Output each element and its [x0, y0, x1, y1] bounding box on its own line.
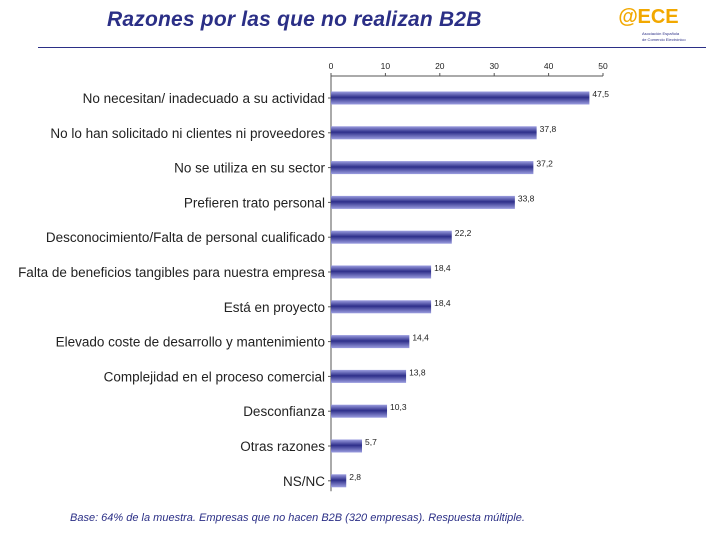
bar	[331, 300, 432, 314]
footnote: Base: 64% de la muestra. Empresas que no…	[70, 512, 525, 524]
category-label: Complejidad en el proceso comercial	[104, 369, 325, 384]
bar	[331, 369, 407, 383]
category-label: No necesitan/ inadecuado a su actividad	[83, 91, 325, 106]
bar	[331, 439, 363, 453]
category-label: No se utiliza en su sector	[174, 161, 325, 176]
bar	[331, 91, 590, 105]
bar	[331, 126, 537, 140]
data-label: 47,5	[592, 89, 609, 99]
x-axis: 0 10 20 30 40 50	[329, 61, 608, 492]
category-label: Está en proyecto	[224, 300, 325, 315]
bar	[331, 230, 452, 244]
x-tick-label: 50	[598, 61, 608, 71]
data-label: 33,8	[518, 193, 535, 203]
bar	[331, 335, 410, 349]
data-label: 18,4	[434, 298, 451, 308]
data-label: 13,8	[409, 367, 426, 377]
data-label: 10,3	[390, 402, 407, 412]
data-label: 14,4	[412, 333, 429, 343]
x-tick-label: 0	[329, 61, 334, 71]
logo: @ECE Asociación Española de Comercio Ele…	[618, 4, 698, 46]
at-icon: @	[618, 6, 638, 28]
bar	[331, 404, 388, 418]
page-title: Razones por las que no realizan B2B	[107, 8, 482, 31]
bars: No necesitan/ inadecuado a su actividad 4…	[18, 89, 609, 489]
x-tick-label: 40	[544, 61, 554, 71]
x-tick-label: 30	[489, 61, 499, 71]
data-label: 37,2	[536, 159, 553, 169]
bar-chart: 0 10 20 30 40 50 No necesitan/ inadecuado a s…	[18, 61, 609, 492]
data-label: 2,8	[349, 472, 361, 482]
category-label: Desconocimiento/Falta de personal cualif…	[46, 230, 325, 245]
category-label: Falta de beneficios tangibles para nuest…	[18, 265, 325, 280]
logo-subtitle-line-1: Asociación Española	[642, 31, 680, 36]
category-label: Elevado coste de desarrollo y mantenimie…	[56, 335, 325, 350]
logo-text: ECE	[637, 6, 679, 28]
bar	[331, 195, 515, 209]
logo-subtitle-line-2: de Comercio Electrónico	[642, 37, 686, 42]
data-label: 22,2	[455, 228, 472, 238]
category-label: NS/NC	[283, 474, 325, 489]
category-label: Prefieren trato personal	[184, 195, 325, 210]
title-divider	[38, 47, 706, 48]
data-label: 37,8	[540, 124, 557, 134]
bar	[331, 161, 534, 175]
data-label: 18,4	[434, 263, 451, 273]
data-label: 5,7	[365, 437, 377, 447]
bar	[331, 474, 347, 488]
category-label: Desconfianza	[243, 404, 325, 419]
category-label: Otras razones	[240, 439, 325, 454]
category-label: No lo han solicitado ni clientes ni prov…	[50, 126, 325, 141]
x-tick-label: 20	[435, 61, 445, 71]
bar	[331, 265, 432, 279]
x-tick-label: 10	[381, 61, 391, 71]
